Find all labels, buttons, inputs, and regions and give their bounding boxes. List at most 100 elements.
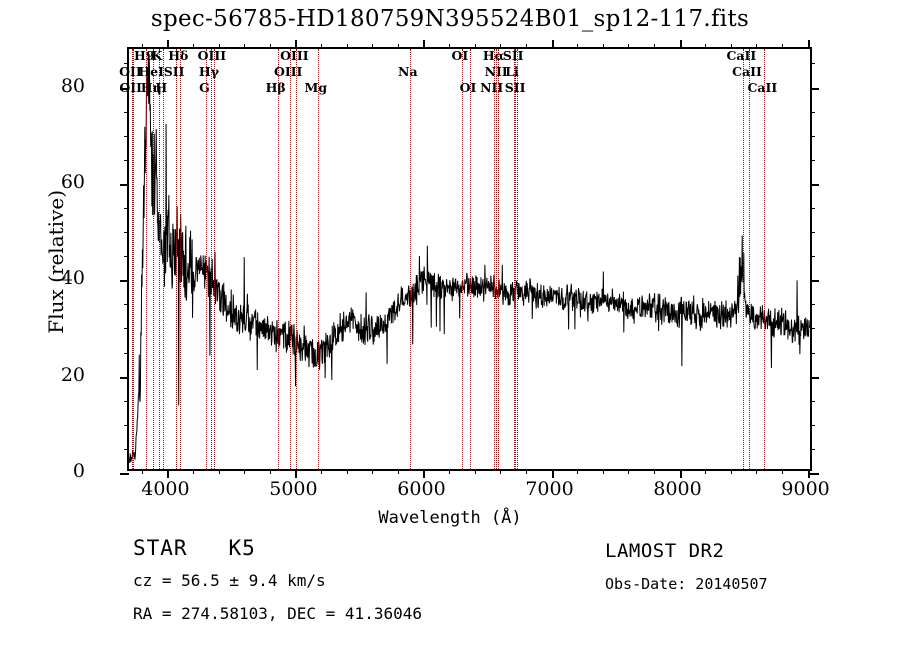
spectral-line-marker bbox=[517, 49, 519, 469]
spectral-line-label: OII bbox=[119, 64, 142, 79]
x-axis-tick bbox=[679, 40, 682, 49]
y-axis-tick bbox=[810, 87, 819, 90]
spectral-line-marker bbox=[146, 49, 148, 469]
x-axis-tick bbox=[423, 40, 426, 49]
spectral-line-label: G bbox=[199, 80, 210, 95]
y-axis-minor-tick bbox=[810, 424, 815, 426]
x-axis-minor-tick bbox=[602, 469, 604, 474]
y-axis-minor-tick bbox=[124, 232, 129, 234]
spectral-line-label: OII bbox=[119, 80, 142, 95]
y-axis-minor-tick bbox=[124, 328, 129, 330]
x-axis-minor-tick bbox=[372, 469, 374, 474]
x-axis-tick-label: 7000 bbox=[525, 478, 574, 500]
x-axis-tick bbox=[551, 469, 554, 478]
y-axis-minor-tick bbox=[810, 159, 815, 161]
spectral-line-marker bbox=[153, 49, 155, 469]
x-axis-minor-tick bbox=[346, 44, 348, 49]
spectral-line-marker bbox=[409, 49, 412, 469]
x-axis-minor-tick bbox=[397, 469, 399, 474]
x-axis-minor-tick bbox=[781, 44, 783, 49]
x-axis-title: Wavelength (Å) bbox=[378, 508, 522, 528]
spectral-line-label: NII bbox=[484, 64, 508, 79]
plot-frame bbox=[120, 40, 819, 478]
spectral-line-marker bbox=[498, 49, 500, 469]
x-axis-minor-tick bbox=[449, 44, 451, 49]
y-axis-minor-tick bbox=[124, 63, 129, 65]
x-axis-minor-tick bbox=[730, 469, 732, 474]
y-axis-tick bbox=[810, 280, 819, 283]
spectral-line-label: Li bbox=[505, 64, 519, 79]
spectral-line-label: HeI bbox=[138, 64, 164, 79]
x-axis-tick bbox=[295, 469, 298, 478]
flux-polyline bbox=[129, 54, 810, 463]
x-axis-minor-tick bbox=[756, 469, 758, 474]
y-axis-minor-tick bbox=[124, 352, 129, 354]
y-axis-title: Flux (relative) bbox=[44, 190, 68, 334]
spectral-line-marker bbox=[206, 49, 208, 469]
y-axis-minor-tick bbox=[124, 448, 129, 450]
x-axis-minor-tick bbox=[372, 44, 374, 49]
spectral-line-label: Hγ bbox=[198, 64, 219, 79]
spectral-line-marker bbox=[158, 49, 161, 469]
x-axis-minor-tick bbox=[577, 44, 579, 49]
survey-name: LAMOST DR2 bbox=[605, 540, 725, 562]
spectral-line-marker bbox=[132, 49, 135, 469]
spectral-line-label: Hα bbox=[482, 48, 505, 63]
x-axis-tick bbox=[167, 40, 170, 49]
x-axis-minor-tick bbox=[193, 44, 195, 49]
spectral-line-labels: OII OII H9 HeI Hη K H SII Hδ OIII Hγ G Hβ OIII OIII Mg N… bbox=[119, 47, 812, 99]
y-axis-minor-tick bbox=[810, 232, 815, 234]
y-axis-tick-label: 40 bbox=[60, 267, 85, 290]
x-axis-minor-tick bbox=[244, 469, 246, 474]
spectral-line-label: H9 bbox=[134, 48, 155, 63]
x-axis-tick-label: 8000 bbox=[653, 478, 702, 500]
spectral-line-marker bbox=[290, 49, 292, 469]
x-axis-minor-tick bbox=[730, 44, 732, 49]
x-axis-minor-tick bbox=[141, 44, 143, 49]
x-axis-minor-tick bbox=[321, 469, 323, 474]
spectral-line-label: CaII bbox=[747, 80, 778, 95]
x-axis-minor-tick bbox=[269, 469, 271, 474]
y-axis-minor-tick bbox=[810, 448, 815, 450]
spectral-line-marker bbox=[277, 49, 280, 469]
spectral-line-label: SII bbox=[504, 80, 526, 95]
x-axis-tick-label: 9000 bbox=[781, 478, 830, 500]
x-axis-minor-tick bbox=[602, 44, 604, 49]
y-axis-minor-tick bbox=[810, 304, 815, 306]
x-axis-tick bbox=[423, 469, 426, 478]
object-type-and-class: STAR K5 bbox=[133, 536, 256, 560]
x-axis-tick bbox=[679, 469, 682, 478]
spectral-class: K5 bbox=[228, 536, 256, 560]
x-axis-minor-tick bbox=[525, 44, 527, 49]
x-axis-minor-tick bbox=[474, 469, 476, 474]
spectral-line-label: Mg bbox=[304, 80, 328, 95]
y-axis-minor-tick bbox=[124, 159, 129, 161]
x-axis-minor-tick bbox=[474, 44, 476, 49]
y-axis-minor-tick bbox=[810, 135, 815, 137]
y-axis-minor-tick bbox=[810, 208, 815, 209]
x-axis-minor-tick bbox=[346, 469, 348, 474]
spectral-line-marker bbox=[515, 49, 517, 469]
x-axis-minor-tick bbox=[321, 44, 323, 49]
spectral-line-label: H bbox=[155, 80, 168, 95]
y-axis-minor-tick bbox=[810, 256, 815, 258]
y-axis-tick-label: 60 bbox=[60, 170, 85, 193]
y-axis-tick bbox=[810, 183, 819, 186]
y-axis-minor-tick bbox=[124, 424, 129, 426]
object-type: STAR bbox=[133, 536, 188, 560]
spectral-line-label: K bbox=[151, 48, 163, 63]
spectral-line-label: Hη bbox=[140, 80, 162, 95]
x-axis-minor-tick bbox=[193, 469, 195, 474]
y-axis-tick bbox=[810, 376, 819, 379]
x-axis-minor-tick bbox=[577, 469, 579, 474]
spectral-line-label: CaII bbox=[726, 48, 757, 63]
spectral-line-marker bbox=[469, 49, 472, 469]
x-axis-tick bbox=[167, 469, 170, 478]
x-axis-minor-tick bbox=[244, 44, 246, 49]
y-axis-tick bbox=[120, 87, 129, 90]
x-axis-tick bbox=[295, 40, 298, 49]
sky-coordinates: RA = 274.58103, DEC = 41.36046 bbox=[133, 604, 422, 623]
spectral-line-marker bbox=[163, 49, 165, 469]
spectral-line-marker bbox=[493, 49, 496, 469]
